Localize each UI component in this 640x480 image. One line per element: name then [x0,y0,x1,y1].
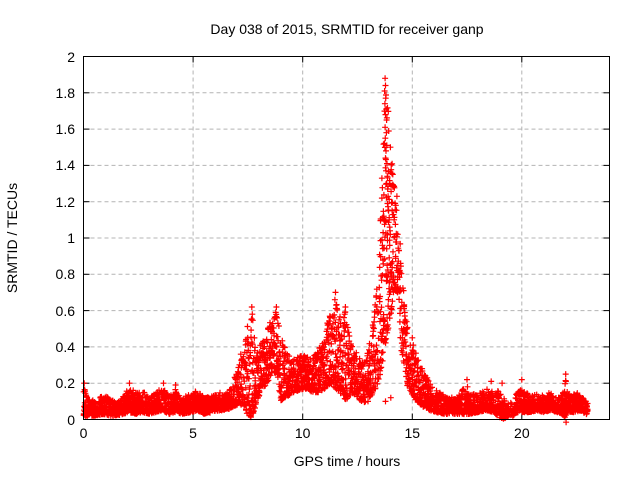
x-tick-label: 10 [294,425,311,441]
x-tick-label: 0 [79,425,88,441]
y-tick-label: 0.8 [55,266,75,283]
x-axis-label: GPS time / hours [293,453,401,469]
y-tick-label: 1 [67,230,75,246]
y-tick-label: 2 [67,48,75,65]
y-tick-label: 1.6 [55,121,75,138]
x-tick-label: 15 [404,425,421,441]
y-tick-label: 1.8 [55,84,75,101]
y-tick-label: 0.2 [55,375,75,392]
x-tick-label: 5 [189,425,197,441]
chart-title: Day 038 of 2015, SRMTID for receiver gan… [210,21,484,37]
y-tick-label: 1.4 [55,157,75,174]
y-tick-label: 0.4 [55,338,75,355]
y-tick-label: 0 [67,411,75,428]
y-tick-label: 0.6 [55,302,75,319]
y-tick-label: 1.2 [55,193,75,210]
x-tick-label: 20 [514,425,530,441]
